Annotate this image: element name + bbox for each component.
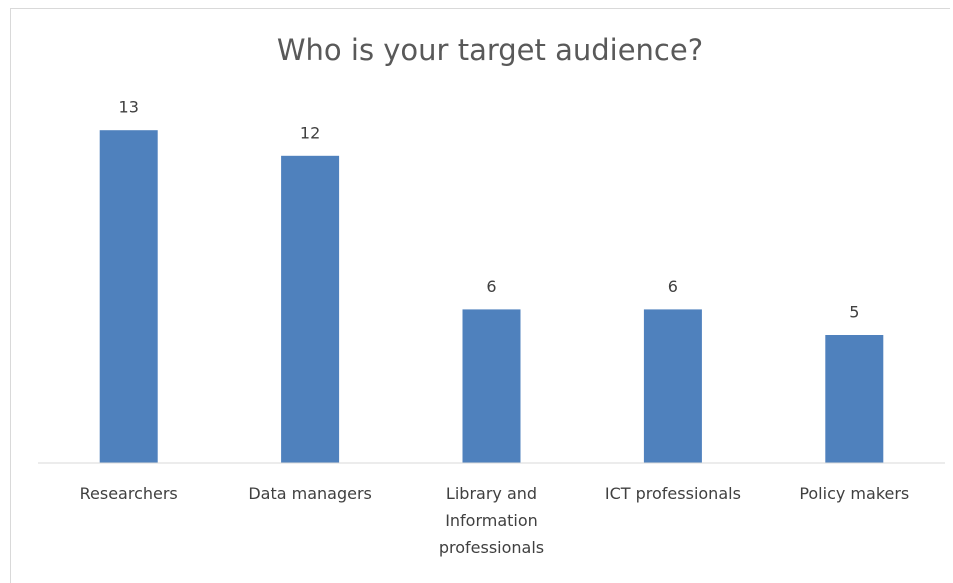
bar — [825, 335, 884, 463]
x-tick-label: Library and Information professionals — [438, 484, 545, 557]
x-tick-label: ICT professionals — [604, 484, 741, 503]
bar — [99, 130, 158, 463]
data-label: 5 — [849, 303, 859, 322]
bar — [281, 155, 340, 464]
bar — [462, 309, 521, 463]
bar — [643, 309, 702, 463]
data-label: 6 — [486, 277, 496, 296]
chart-frame — [10, 8, 950, 583]
x-tick-label: Data managers — [248, 484, 372, 503]
x-tick-label: Researchers — [79, 484, 178, 503]
chart-title: Who is your target audience? — [277, 33, 703, 67]
data-label: 12 — [300, 123, 320, 142]
x-tick-label: Policy makers — [799, 484, 910, 503]
data-label: 6 — [668, 277, 678, 296]
data-label: 13 — [119, 98, 139, 117]
